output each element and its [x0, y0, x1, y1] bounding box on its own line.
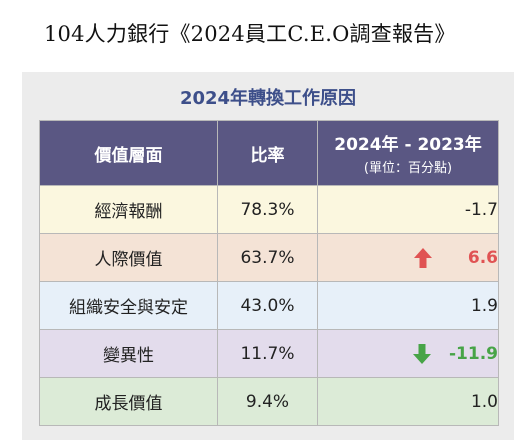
table-row: 成長價值 9.4% 1.0 — [39, 377, 499, 426]
arrow-down-icon — [413, 343, 431, 364]
row-change-value: -1.7 — [464, 199, 498, 220]
row-change: -11.9 — [317, 329, 499, 378]
row-rate: 11.7% — [217, 329, 318, 378]
table-row: 組織安全與安定 43.0% 1.9 — [39, 281, 499, 330]
row-rate: 9.4% — [217, 377, 318, 426]
row-change-value: 6.6 — [467, 247, 498, 268]
header-change-unit: (單位：百分點) — [363, 161, 453, 176]
card-title: 2024年轉換工作原因 — [179, 88, 357, 109]
row-rate: 43.0% — [217, 281, 318, 330]
row-change-value: -11.9 — [449, 343, 498, 364]
arrow-up-icon — [414, 247, 432, 268]
row-change: 1.0 — [317, 377, 499, 426]
row-change: 6.6 — [317, 233, 499, 282]
row-category: 成長價值 — [39, 377, 218, 426]
header-row: 價值層面 比率 2024年 - 2023年 (單位：百分點) — [39, 120, 499, 186]
table-card: 2024年轉換工作原因 價值層面 比率 2024年 - 2023年 (單位：百分… — [22, 72, 514, 440]
row-category: 變異性 — [39, 329, 218, 378]
row-category: 人際價值 — [39, 233, 218, 282]
header-category: 價值層面 — [39, 120, 218, 186]
row-change: -1.7 — [317, 185, 499, 234]
row-change-value: 1.0 — [470, 391, 498, 412]
header-change: 2024年 - 2023年 (單位：百分點) — [317, 120, 499, 186]
page-title: 104人力銀行《2024員工C.E.O調查報告》 — [44, 22, 456, 46]
row-change: 1.9 — [317, 281, 499, 330]
table-row: 人際價值 63.7% 6.6 — [39, 233, 499, 282]
row-rate: 63.7% — [217, 233, 318, 282]
table-row: 變異性 11.7% -11.9 — [39, 329, 499, 378]
data-table: 價值層面 比率 2024年 - 2023年 (單位：百分點) 經濟報酬 78.3… — [39, 120, 499, 426]
row-rate: 78.3% — [217, 185, 318, 234]
table-row: 經濟報酬 78.3% -1.7 — [39, 185, 499, 234]
header-rate: 比率 — [217, 120, 318, 186]
header-change-label: 2024年 - 2023年 — [334, 135, 482, 155]
row-category: 經濟報酬 — [39, 185, 218, 234]
row-category: 組織安全與安定 — [39, 281, 218, 330]
row-change-value: 1.9 — [470, 295, 498, 316]
